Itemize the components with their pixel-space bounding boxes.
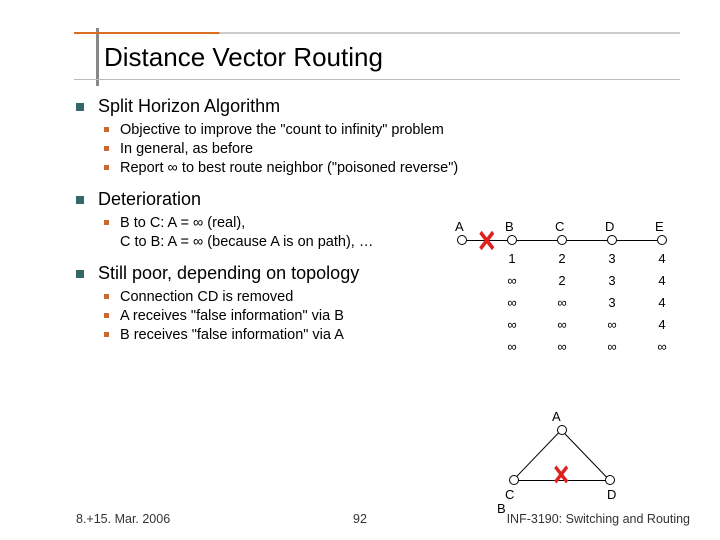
title-rule-top xyxy=(74,32,680,34)
edge-line xyxy=(514,480,610,481)
graph-node-label: B xyxy=(505,219,514,234)
item-text: Report ∞ to best route neighbor ("poison… xyxy=(120,160,458,176)
value-row: 1 2 3 4 xyxy=(457,249,697,271)
section-deterioration: Deterioration B to C: A = ∞ (real), C to… xyxy=(76,189,476,250)
distance-value: ∞ xyxy=(502,339,522,354)
distance-value: ∞ xyxy=(502,273,522,288)
item-text: A receives "false information" via B xyxy=(120,308,344,324)
square-bullet-icon xyxy=(104,165,109,170)
graph-node-label: A xyxy=(455,219,464,234)
square-bullet-icon xyxy=(104,294,109,299)
bullet-item: Connection CD is removed xyxy=(76,288,476,306)
distance-value: ∞ xyxy=(502,317,522,332)
graph-node xyxy=(605,475,615,485)
graph-node xyxy=(557,425,567,435)
distance-value: ∞ xyxy=(502,295,522,310)
bullet-item: Report ∞ to best route neighbor ("poison… xyxy=(76,159,476,177)
square-bullet-icon xyxy=(76,196,84,204)
heading-text: Deterioration xyxy=(98,189,201,209)
slide-title: Distance Vector Routing xyxy=(74,38,680,79)
distance-value: ∞ xyxy=(552,317,572,332)
edge-line xyxy=(561,430,610,481)
distance-value: 4 xyxy=(652,251,672,266)
item-text: B receives "false information" via A xyxy=(120,327,344,343)
distance-value: 1 xyxy=(502,251,522,266)
triangle-topology-diagram: ACDB× xyxy=(507,413,697,513)
bullet-item: In general, as before xyxy=(76,140,476,158)
square-bullet-icon xyxy=(104,220,109,225)
broken-link-x-icon: × xyxy=(553,454,569,496)
section-still-poor: Still poor, depending on topology Connec… xyxy=(76,263,476,344)
distance-value: ∞ xyxy=(552,339,572,354)
graph-node-label: A xyxy=(552,409,561,424)
edge-line xyxy=(567,240,607,241)
distance-value: ∞ xyxy=(652,339,672,354)
distance-value: 3 xyxy=(602,295,622,310)
edge-line xyxy=(517,240,557,241)
graph-node xyxy=(457,235,467,245)
node-row: ABCDE× xyxy=(457,221,697,249)
graph-node-label: D xyxy=(605,219,614,234)
value-row: ∞ ∞ 3 4 xyxy=(457,293,697,315)
value-row: ∞ ∞ ∞ ∞ xyxy=(457,337,697,359)
item-text: Objective to improve the "count to infin… xyxy=(120,122,444,138)
graph-node-label: E xyxy=(655,219,664,234)
distance-value: 3 xyxy=(602,273,622,288)
heading-deterioration: Deterioration xyxy=(76,189,476,210)
graph-node xyxy=(657,235,667,245)
bullet-item: Objective to improve the "count to infin… xyxy=(76,121,476,139)
footer-course: INF-3190: Switching and Routing xyxy=(507,512,690,526)
value-row: ∞ ∞ ∞ 4 xyxy=(457,315,697,337)
distance-value: 2 xyxy=(552,251,572,266)
square-bullet-icon xyxy=(76,103,84,111)
distance-value: 4 xyxy=(652,273,672,288)
distance-value: 4 xyxy=(652,317,672,332)
bullet-item: A receives "false information" via B xyxy=(76,307,476,325)
square-bullet-icon xyxy=(104,146,109,151)
distance-value: 2 xyxy=(552,273,572,288)
section-split-horizon: Split Horizon Algorithm Objective to imp… xyxy=(76,96,476,177)
graph-node xyxy=(507,235,517,245)
heading-text: Still poor, depending on topology xyxy=(98,263,359,283)
square-bullet-icon xyxy=(104,332,109,337)
item-text: B to C: A = ∞ (real), C to B: A = ∞ (bec… xyxy=(120,215,373,249)
edge-line xyxy=(617,240,657,241)
square-bullet-icon xyxy=(104,313,109,318)
bullet-item: B to C: A = ∞ (real), C to B: A = ∞ (bec… xyxy=(76,214,476,250)
graph-node-label: D xyxy=(607,487,616,502)
distance-value: ∞ xyxy=(552,295,572,310)
content-area: Split Horizon Algorithm Objective to imp… xyxy=(76,96,476,356)
distance-value: ∞ xyxy=(602,339,622,354)
title-bar: Distance Vector Routing xyxy=(74,32,680,80)
item-text: In general, as before xyxy=(120,141,253,157)
heading-text: Split Horizon Algorithm xyxy=(98,96,280,116)
distance-value: ∞ xyxy=(602,317,622,332)
edge-line xyxy=(513,429,562,480)
square-bullet-icon xyxy=(104,127,109,132)
distance-value: 3 xyxy=(602,251,622,266)
graph-node-label: C xyxy=(555,219,564,234)
graph-node-label: C xyxy=(505,487,514,502)
graph-node xyxy=(509,475,519,485)
bullet-item: B receives "false information" via A xyxy=(76,326,476,344)
item-text: Connection CD is removed xyxy=(120,289,293,305)
linear-topology-diagram: ABCDE×1234∞234∞∞34∞∞∞4∞∞∞∞ xyxy=(457,221,697,359)
graph-node xyxy=(557,235,567,245)
graph-node xyxy=(607,235,617,245)
edge-line xyxy=(467,240,507,241)
distance-value: 4 xyxy=(652,295,672,310)
heading-split-horizon: Split Horizon Algorithm xyxy=(76,96,476,117)
square-bullet-icon xyxy=(76,270,84,278)
value-row: ∞ 2 3 4 xyxy=(457,271,697,293)
title-rule-bottom xyxy=(74,79,680,80)
heading-still-poor: Still poor, depending on topology xyxy=(76,263,476,284)
